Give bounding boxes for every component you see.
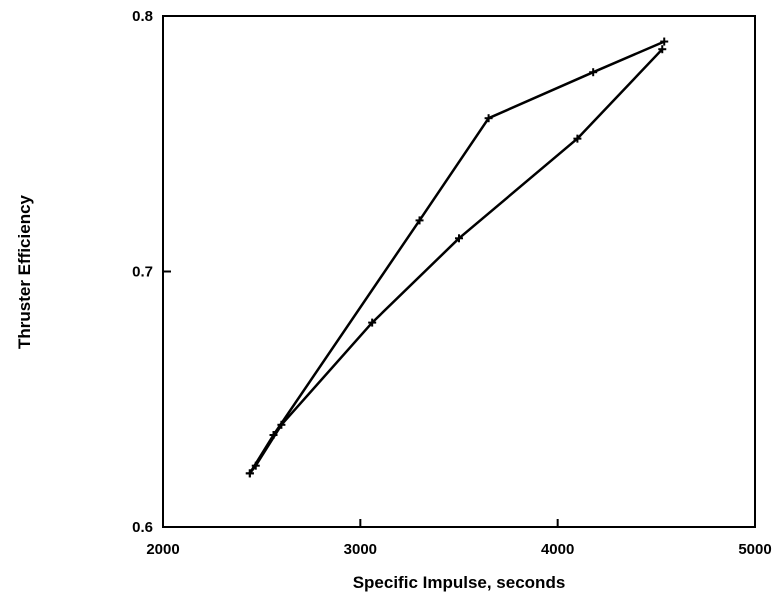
x-tick-label: 2000: [146, 541, 179, 558]
series-line-2: [248, 48, 664, 475]
y-tick-label: 0.8: [132, 8, 153, 25]
x-tick-label: 4000: [541, 541, 574, 558]
series-line-1: [248, 40, 665, 474]
y-tick-label: 0.7: [132, 264, 153, 281]
y-axis-label: Thruster Efficiency: [15, 194, 34, 349]
plot-frame: [162, 15, 756, 528]
tick-marks: [162, 15, 756, 528]
x-tick-labels: 2000 3000 4000 5000: [146, 541, 771, 558]
y-tick-label: 0.6: [132, 519, 153, 536]
x-tick-label: 3000: [344, 541, 377, 558]
plot-area: [245, 37, 669, 478]
x-axis-label: Specific Impulse, seconds: [353, 573, 566, 592]
x-tick-label: 5000: [738, 541, 771, 558]
y-tick-labels: 0.6 0.7 0.8: [132, 8, 153, 536]
